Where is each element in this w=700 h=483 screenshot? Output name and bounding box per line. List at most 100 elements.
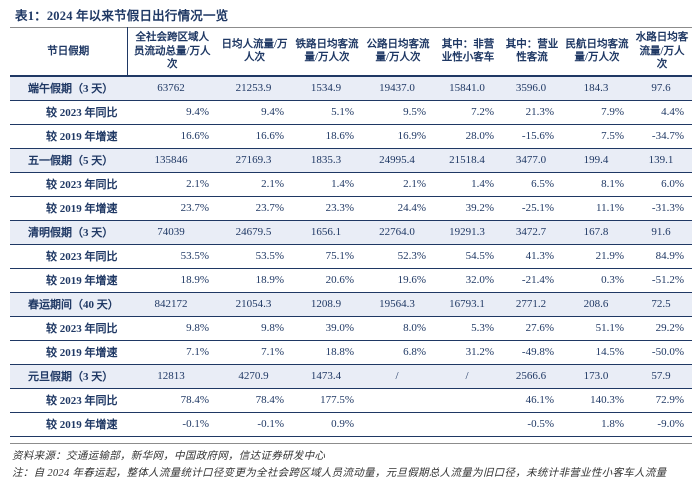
row-label: 较 2019 年增速 [10, 196, 127, 221]
value-cell: 1656.1 [292, 220, 362, 245]
value-cell: 21.3% [502, 100, 562, 125]
value-cell: 19564.3 [362, 292, 434, 317]
value-cell: 6.5% [502, 172, 562, 197]
value-cell: 167.8 [562, 220, 632, 245]
value-cell: 3477.0 [502, 148, 562, 173]
growth-rate-row: 较 2019 年增速 16.6% 16.6% 18.6% 16.9% 28.0% -15.6… [10, 124, 692, 149]
value-cell: 1534.9 [292, 75, 362, 101]
growth-rate-row: 较 2019 年增速 -0.1% -0.1% 0.9% -0.5% 1.8% -9.0% [10, 412, 692, 437]
value-cell: 1.4% [292, 172, 362, 197]
value-cell: 78.4% [217, 388, 292, 413]
value-cell: 208.6 [562, 292, 632, 317]
value-cell [434, 412, 502, 437]
column-header: 其中：营业性客流 [502, 27, 562, 77]
value-cell: 18.8% [292, 340, 362, 365]
column-header: 节日假期 [10, 27, 128, 77]
value-cell: / [362, 364, 434, 389]
value-cell: 24995.4 [362, 148, 434, 173]
row-label: 较 2019 年增速 [10, 124, 127, 149]
value-cell: 28.0% [434, 124, 502, 149]
value-cell: 9.5% [362, 100, 434, 125]
value-cell: -34.7% [632, 124, 692, 149]
value-cell: -25.1% [502, 196, 562, 221]
value-cell: 54.5% [434, 244, 502, 269]
value-cell: 173.0 [562, 364, 632, 389]
value-cell: 21518.4 [434, 148, 502, 173]
growth-rate-row: 较 2023 年同比 53.5% 53.5% 75.1% 52.3% 54.5% 41.3%… [10, 244, 692, 269]
value-cell: 842172 [127, 292, 217, 317]
value-cell: 24.4% [362, 196, 434, 221]
value-cell: 7.9% [562, 100, 632, 125]
value-cell: 7.5% [562, 124, 632, 149]
value-cell: 1473.4 [292, 364, 362, 389]
table-footer: 资料来源：交通运输部，新华网，中国政府网，信达证券研发中心 注：自 2024 年… [10, 442, 692, 483]
value-cell: 9.4% [217, 100, 292, 125]
value-cell [362, 412, 434, 437]
column-header: 民航日均客流量/万人次 [562, 27, 632, 77]
row-label: 端午假期（3 天） [10, 75, 127, 101]
value-cell: 75.1% [292, 244, 362, 269]
value-cell: 46.1% [502, 388, 562, 413]
value-cell: 177.5% [292, 388, 362, 413]
value-cell: 23.7% [217, 196, 292, 221]
value-cell: 72.9% [632, 388, 692, 413]
value-cell: 18.9% [127, 268, 217, 293]
value-cell: 2771.2 [502, 292, 562, 317]
column-header: 日均人流量/万人次 [217, 27, 292, 77]
row-label: 较 2019 年增速 [10, 412, 127, 437]
value-cell: -50.0% [632, 340, 692, 365]
value-cell: -51.2% [632, 268, 692, 293]
row-label: 元旦假期（3 天） [10, 364, 127, 389]
value-cell: 63762 [127, 75, 217, 101]
source-line: 资料来源：交通运输部，新华网，中国政府网，信达证券研发中心 [12, 450, 326, 462]
value-cell: 97.6 [632, 75, 692, 101]
value-cell: 27169.3 [217, 148, 292, 173]
value-cell: 184.3 [562, 75, 632, 101]
row-label: 清明假期（3 天） [10, 220, 127, 245]
row-label: 较 2019 年增速 [10, 268, 127, 293]
growth-rate-row: 较 2023 年同比 9.4% 9.4% 5.1% 9.5% 7.2% 21.3% 7.9% 4… [10, 100, 692, 125]
value-cell: 6.0% [632, 172, 692, 197]
value-cell: 2566.6 [502, 364, 562, 389]
column-header: 其中：非营业性小客车 [434, 27, 502, 77]
value-cell: 57.9 [632, 364, 692, 389]
value-cell: 1.4% [434, 172, 502, 197]
value-cell: 18.6% [292, 124, 362, 149]
value-cell: 2.1% [217, 172, 292, 197]
value-cell: 8.1% [562, 172, 632, 197]
value-cell: 1835.3 [292, 148, 362, 173]
value-cell: -31.3% [632, 196, 692, 221]
row-label: 较 2023 年同比 [10, 316, 127, 341]
column-header: 铁路日均客流量/万人次 [292, 27, 362, 77]
value-cell: / [434, 364, 502, 389]
value-cell: 74039 [127, 220, 217, 245]
holiday-row: 端午假期（3 天） 63762 21253.9 1534.9 19437.0 15841.… [10, 75, 692, 101]
value-cell: 4270.9 [217, 364, 292, 389]
value-cell: 16.6% [217, 124, 292, 149]
value-cell: 16793.1 [434, 292, 502, 317]
value-cell: 15841.0 [434, 75, 502, 101]
value-cell: 199.4 [562, 148, 632, 173]
value-cell: 0.3% [562, 268, 632, 293]
table-body: 端午假期（3 天） 63762 21253.9 1534.9 19437.0 15841.… [10, 75, 692, 437]
value-cell: 7.1% [217, 340, 292, 365]
value-cell: -9.0% [632, 412, 692, 437]
value-cell: 2.1% [362, 172, 434, 197]
value-cell: 9.8% [217, 316, 292, 341]
value-cell: 72.5 [632, 292, 692, 317]
value-cell: -0.5% [502, 412, 562, 437]
value-cell: 52.3% [362, 244, 434, 269]
holiday-row: 五一假期（5 天） 135846 27169.3 1835.3 24995.4 21518… [10, 148, 692, 173]
value-cell: 7.2% [434, 100, 502, 125]
value-cell: 21054.3 [217, 292, 292, 317]
value-cell: 27.6% [502, 316, 562, 341]
value-cell: 1208.9 [292, 292, 362, 317]
value-cell: 51.1% [562, 316, 632, 341]
note-line: 注：自 2024 年春运起，整体人流量统计口径变更为全社会跨区域人员流动量，元旦… [12, 468, 667, 480]
value-cell: 31.2% [434, 340, 502, 365]
value-cell: 12813 [127, 364, 217, 389]
value-cell: 20.6% [292, 268, 362, 293]
value-cell [434, 388, 502, 413]
value-cell: 3596.0 [502, 75, 562, 101]
value-cell: 3472.7 [502, 220, 562, 245]
